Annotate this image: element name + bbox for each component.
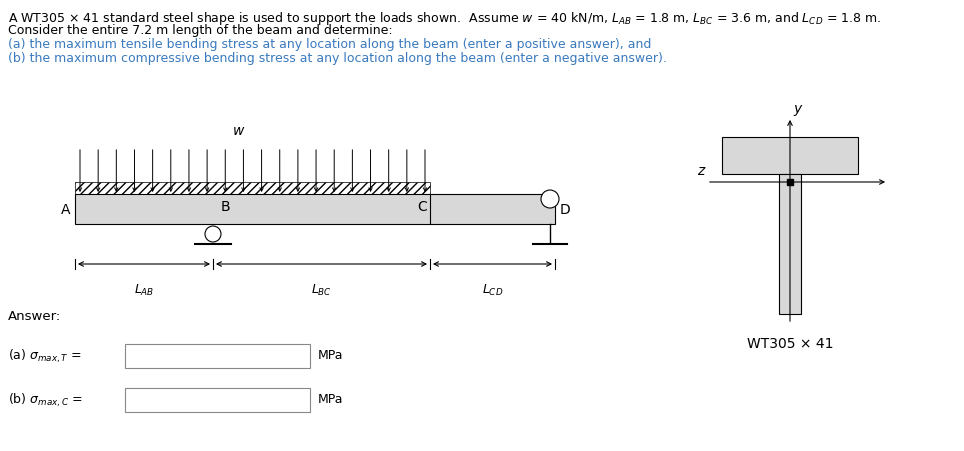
Text: z: z [697,164,704,178]
Text: (b) $\sigma_{max,C}$ =: (b) $\sigma_{max,C}$ = [8,391,83,409]
Bar [779,175,801,314]
Text: D: D [560,202,571,216]
Text: $L_{AB}$: $L_{AB}$ [134,282,154,298]
Bar [75,194,555,225]
Text: Consider the entire 7.2 m length of the beam and determine:: Consider the entire 7.2 m length of the … [8,24,392,37]
Circle shape [205,226,221,243]
Text: WT305 × 41: WT305 × 41 [747,336,833,350]
Bar [722,138,858,175]
Circle shape [541,191,559,208]
Text: $L_{BC}$: $L_{BC}$ [311,282,332,298]
Text: (a) the maximum tensile bending stress at any location along the beam (enter a p: (a) the maximum tensile bending stress a… [8,38,652,51]
Text: y: y [793,102,801,116]
Text: B: B [221,199,230,213]
Text: $L_{CD}$: $L_{CD}$ [482,282,503,298]
Text: (a) $\sigma_{max,T}$ =: (a) $\sigma_{max,T}$ = [8,347,82,364]
Bar [125,344,310,368]
Bar [75,183,430,194]
Text: Answer:: Answer: [8,309,62,322]
Text: w: w [232,124,244,138]
Text: A WT305 $\times$ 41 standard steel shape is used to support the loads shown.  As: A WT305 $\times$ 41 standard steel shape… [8,10,881,27]
Text: A: A [61,202,70,216]
Text: MPa: MPa [318,393,343,405]
Text: C: C [417,199,427,213]
Bar [125,388,310,412]
Text: MPa: MPa [318,349,343,362]
Text: (b) the maximum compressive bending stress at any location along the beam (enter: (b) the maximum compressive bending stre… [8,52,667,65]
